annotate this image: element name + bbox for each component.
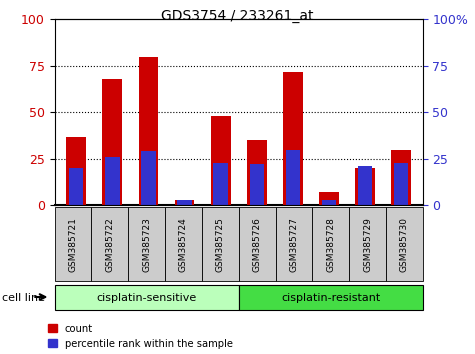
Bar [319, 192, 339, 205]
Bar [175, 200, 194, 205]
Bar [283, 72, 303, 205]
Bar [69, 168, 84, 205]
Text: cisplatin-sensitive: cisplatin-sensitive [96, 293, 197, 303]
Bar [177, 200, 192, 205]
Bar [391, 149, 411, 205]
Text: GSM385721: GSM385721 [68, 217, 77, 272]
Bar [139, 57, 158, 205]
Bar [103, 79, 122, 205]
Bar [285, 149, 300, 205]
Bar [66, 137, 86, 205]
Bar [213, 162, 228, 205]
Text: cisplatin-resistant: cisplatin-resistant [281, 293, 380, 303]
Bar [322, 200, 336, 205]
Text: GSM385730: GSM385730 [400, 217, 409, 272]
Text: cell line: cell line [2, 293, 46, 303]
Bar [105, 157, 120, 205]
Bar [355, 168, 375, 205]
Bar [247, 140, 266, 205]
Legend: count, percentile rank within the sample: count, percentile rank within the sample [48, 324, 233, 349]
Text: GSM385727: GSM385727 [289, 217, 298, 272]
Bar [249, 164, 264, 205]
Bar [394, 162, 408, 205]
Bar [358, 166, 372, 205]
Text: GSM385725: GSM385725 [216, 217, 225, 272]
Bar [211, 116, 230, 205]
Text: GSM385724: GSM385724 [179, 217, 188, 272]
Bar [141, 152, 156, 205]
Text: GSM385729: GSM385729 [363, 217, 372, 272]
Text: GDS3754 / 233261_at: GDS3754 / 233261_at [161, 9, 314, 23]
Text: GSM385723: GSM385723 [142, 217, 151, 272]
Text: GSM385722: GSM385722 [105, 217, 114, 272]
Text: GSM385728: GSM385728 [326, 217, 335, 272]
Text: GSM385726: GSM385726 [253, 217, 262, 272]
